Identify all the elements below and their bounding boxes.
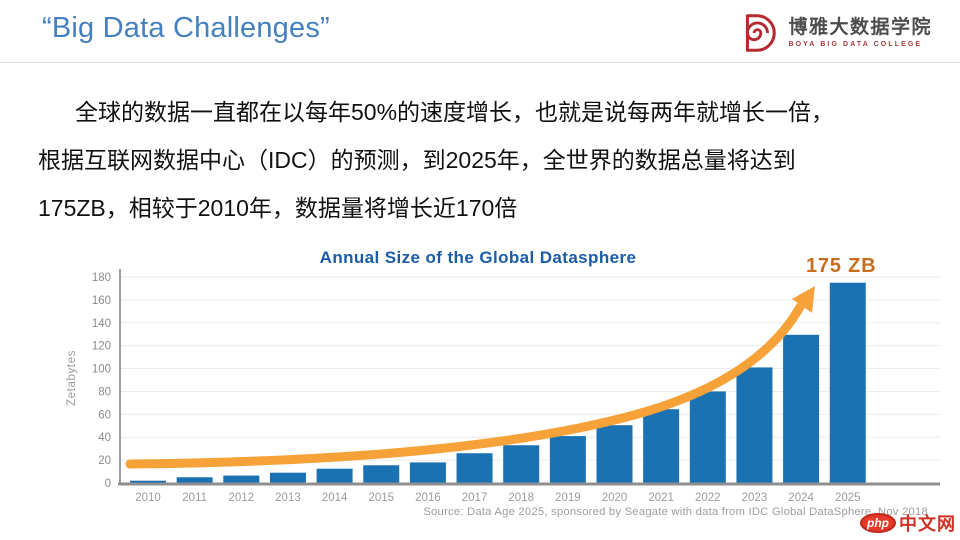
bar-chart-plot: 0 20 40 60 80 100 120 140 160 180 2010 2011 2012 2013… (92, 269, 940, 504)
svg-text:60: 60 (98, 409, 111, 421)
php-cn-watermark: php 中文网 (860, 510, 956, 536)
chart-title: Annual Size of the Global Datasphere (319, 248, 637, 267)
svg-text:2018: 2018 (508, 492, 534, 504)
chart-source: Source: Data Age 2025, sponsored by Seag… (423, 506, 928, 518)
svg-text:2014: 2014 (322, 492, 348, 504)
svg-text:2012: 2012 (229, 492, 255, 504)
svg-text:2010: 2010 (135, 492, 161, 504)
svg-text:2017: 2017 (462, 492, 488, 504)
svg-text:2020: 2020 (602, 492, 628, 504)
svg-text:140: 140 (92, 318, 111, 330)
paragraph-line-1: 全球的数据一直都在以每年50%的速度增长，也就是说每两年就增长一倍， (75, 99, 835, 125)
paragraph-line-2: 根据互联网数据中心（IDC）的预测，到2025年，全世界的数据总量将达到 (38, 147, 796, 173)
svg-text:160: 160 (92, 295, 111, 307)
svg-text:2025: 2025 (835, 492, 861, 504)
body-paragraph: 全球的数据一直都在以每年50%的速度增长，也就是说每两年就增长一倍， 根据互联网… (38, 88, 928, 232)
svg-text:2016: 2016 (415, 492, 441, 504)
boya-logo: 博雅大数据学院 BOYA BIG DATA COLLEGE (734, 10, 932, 56)
page-title: “Big Data Challenges” (42, 12, 330, 44)
svg-text:120: 120 (92, 341, 111, 353)
logo-name-cn: 博雅大数据学院 (788, 17, 932, 38)
watermark-text: 中文网 (899, 514, 956, 534)
paragraph-line-3: 175ZB，相较于2010年，数据量将增长近170倍 (38, 195, 518, 221)
chart-annotation-175zb: 175 ZB (806, 255, 877, 277)
svg-text:2019: 2019 (555, 492, 581, 504)
svg-text:2021: 2021 (648, 492, 674, 504)
header-divider (0, 62, 960, 63)
svg-text:100: 100 (92, 364, 111, 376)
svg-text:2013: 2013 (275, 492, 301, 504)
slide-header: “Big Data Challenges” 博雅大数据学院 BOYA BIG D… (0, 0, 960, 63)
svg-text:180: 180 (92, 272, 111, 284)
svg-text:40: 40 (98, 432, 111, 444)
svg-text:2024: 2024 (788, 492, 814, 504)
datasphere-chart: Annual Size of the Global Datasphere 175… (0, 245, 960, 540)
php-badge-icon: php (860, 513, 896, 533)
svg-text:80: 80 (98, 386, 111, 398)
svg-text:0: 0 (105, 478, 111, 490)
logo-name-en: BOYA BIG DATA COLLEGE (788, 41, 923, 48)
svg-text:2011: 2011 (182, 492, 207, 504)
boya-logo-icon (746, 14, 777, 52)
svg-text:20: 20 (98, 455, 111, 467)
svg-text:2015: 2015 (368, 492, 394, 504)
svg-text:2023: 2023 (742, 492, 768, 504)
svg-text:2022: 2022 (695, 492, 721, 504)
boya-logo-text: 博雅大数据学院 BOYA BIG DATA COLLEGE (788, 18, 932, 48)
